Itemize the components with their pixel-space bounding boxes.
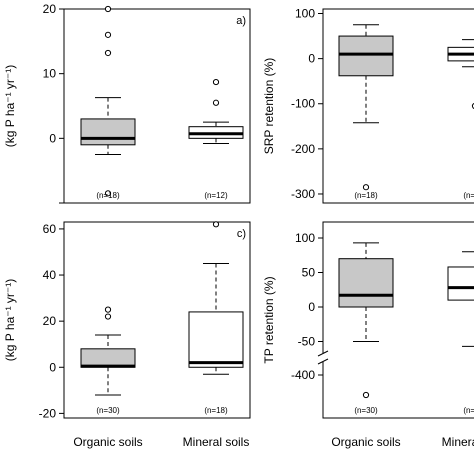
outlier-point [104,49,112,57]
outlier-point [212,99,220,106]
y-tick-label: 50 [302,266,316,280]
outlier-point [362,184,370,191]
box-group: (n=18) [80,5,136,200]
y-tick-label: 10 [43,67,57,81]
sample-size-label: (n=30) [354,406,378,415]
axis-break-mark [317,350,329,357]
y-tick-label: 60 [43,222,57,236]
x-category-label: Organic soils [331,435,400,449]
sample-size-label: (n=12) [463,191,474,200]
outlier-point [362,391,370,399]
y-tick-label: -400 [291,368,315,382]
box-group: (n=24) [447,251,474,415]
outlier-point [104,31,112,38]
y-tick-label: 0 [49,360,56,374]
panel-label: a) [236,15,246,27]
axis-break-mark [317,358,329,365]
outlier-point [212,221,220,228]
y-tick-label: 0 [308,300,315,314]
outlier-point [104,190,112,197]
panel-top-right: -300 -200 -100 0 100 SRP retention (%) (n=18) (… [262,7,474,204]
y-axis-label: (kg P ha⁻¹ yr⁻¹) [3,279,17,361]
axes-frame [63,8,251,204]
x-category-label: Mineral soils [183,435,250,449]
y-axis-label: SRP retention (%) [262,58,276,155]
y-tick-label: 100 [295,231,315,245]
sample-size-label: (n=12) [204,191,228,200]
sample-size-label: (n=18) [204,406,228,415]
panel-label: c) [237,228,246,240]
y-tick-label: 40 [43,268,57,282]
box-group: (n=12) [447,39,474,200]
axes-frame [322,221,474,419]
box-iqr [80,118,136,146]
y-tick-label: 0 [49,131,56,145]
y-tick-label: -50 [298,335,316,349]
x-category-label: Mineral soils [442,435,474,449]
y-tick-label: -20 [39,406,57,420]
box-group: (n=12) [188,78,244,200]
box-iqr [338,35,394,77]
outlier-point [104,5,112,13]
panel-bottom-right: -50 0 50 100 -400 TP retention (%) (n=30) (n=24… [262,221,474,449]
outlier-point [104,313,112,320]
y-tick-label: -200 [291,142,315,156]
box-group: (n=18) [338,24,394,200]
box-iqr [447,266,474,301]
box-group: (n=30) [80,306,136,415]
outlier-point [104,306,112,313]
axes-frame [63,221,251,419]
y-tick-label: 0 [308,52,315,66]
y-axis-label: (kg P ha⁻¹ yr⁻¹) [3,65,17,147]
y-tick-label: 20 [43,2,57,16]
sample-size-label: (n=30) [96,406,120,415]
sample-size-label: (n=24) [463,406,474,415]
y-tick-label: 20 [43,314,57,328]
box-group: (n=30) [338,242,394,415]
y-tick-label: -300 [291,187,315,201]
axes-frame [322,8,474,204]
box-iqr [338,258,394,308]
box-group: (n=18) [188,221,244,415]
panel-bottom-left: -20 0 20 40 60 (kg P ha⁻¹ yr⁻¹) c) (n=30) (n=18)… [3,221,251,449]
sample-size-label: (n=18) [96,191,120,200]
box-iqr [188,311,244,368]
y-tick-label: 100 [295,7,315,21]
y-tick-label: -100 [291,97,315,111]
outlier-point [212,78,220,86]
panel-top-left: 0 10 20 (kg P ha⁻¹ yr⁻¹) a) (n=18) (n=12) [3,2,251,204]
y-axis-label: TP retention (%) [262,276,276,363]
box-iqr [80,348,136,368]
x-category-label: Organic soils [73,435,142,449]
sample-size-label: (n=18) [354,191,378,200]
